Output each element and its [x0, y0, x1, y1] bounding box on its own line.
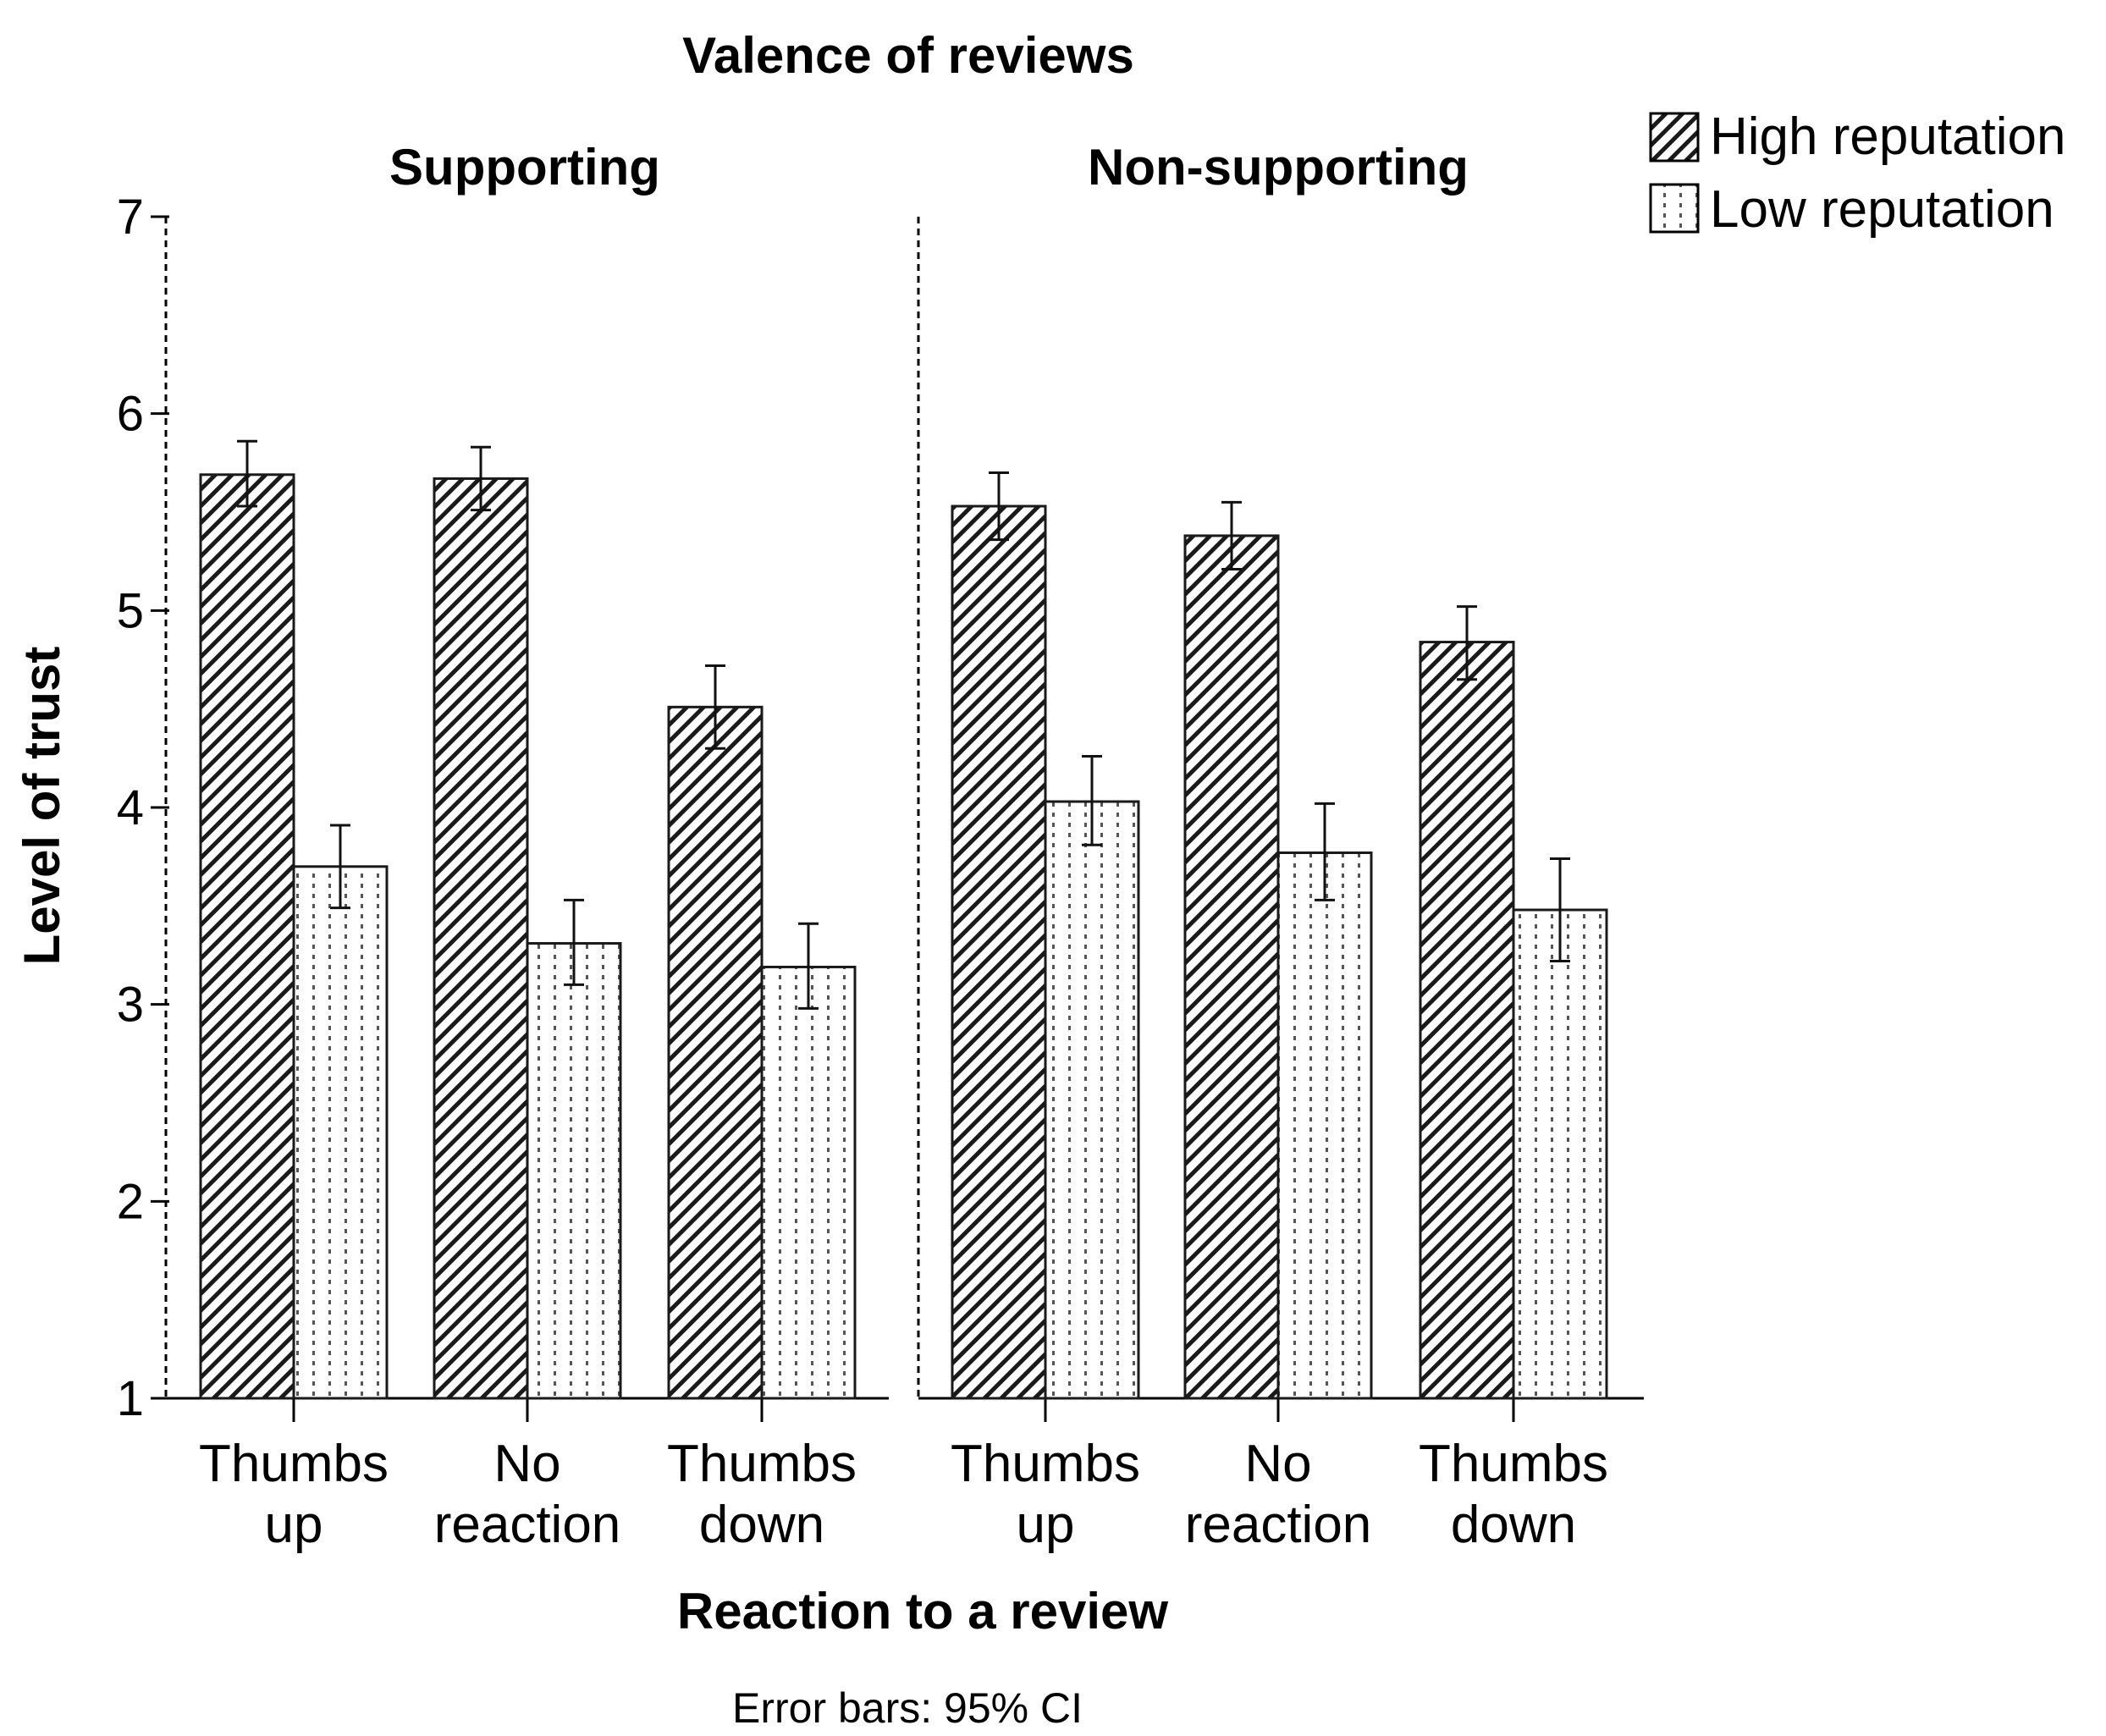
- y-tick-label: 5: [117, 583, 144, 638]
- x-category-label: No: [1244, 1435, 1311, 1493]
- x-axis-label: Reaction to a review: [677, 1583, 1169, 1640]
- legend-swatch-low-reputation: [1649, 183, 1700, 234]
- legend-label-high-reputation: High reputation: [1710, 107, 2066, 166]
- bar-low-reputation: [1512, 908, 1608, 1400]
- x-category-label: down: [699, 1496, 824, 1554]
- y-tick-label: 6: [117, 387, 144, 442]
- legend-label-low-reputation: Low reputation: [1710, 180, 2054, 239]
- x-category-label: No: [493, 1435, 560, 1493]
- bar-low-reputation: [526, 942, 622, 1400]
- bar-high-reputation: [951, 504, 1047, 1400]
- x-category-label: reaction: [434, 1496, 621, 1554]
- bar-high-reputation: [667, 705, 764, 1400]
- y-tick-label: 3: [117, 978, 144, 1033]
- bar-high-reputation: [1183, 534, 1280, 1400]
- y-tick-label: 2: [117, 1174, 144, 1229]
- error-bar-note: Error bars: 95% CI: [732, 1684, 1083, 1732]
- y-tick-label: 4: [117, 780, 144, 835]
- panel-title-non-supporting: Non-supporting: [1088, 139, 1469, 196]
- bar-low-reputation: [292, 865, 389, 1400]
- x-category-label: up: [265, 1496, 323, 1554]
- bar-low-reputation: [1044, 800, 1140, 1400]
- chart-title: Valence of reviews: [682, 27, 1134, 84]
- panel-title-supporting: Supporting: [389, 139, 660, 196]
- y-tick-label: 7: [117, 190, 144, 245]
- x-category-label: up: [1017, 1496, 1075, 1554]
- bar-high-reputation: [433, 477, 529, 1400]
- bar-high-reputation: [1419, 641, 1515, 1400]
- x-category-label: reaction: [1185, 1496, 1372, 1554]
- plot-area: 1234567ThumbsupNoreactionThumbsdownThumb…: [117, 190, 1644, 1554]
- x-category-label: down: [1451, 1496, 1576, 1554]
- y-axis-label: Level of trust: [14, 647, 70, 966]
- x-category-label: Thumbs: [1419, 1435, 1608, 1493]
- legend-swatch-high-reputation: [1649, 112, 1700, 163]
- y-tick-label: 1: [117, 1371, 144, 1426]
- legend: High reputation Low reputation: [1649, 107, 2066, 239]
- bar-high-reputation: [199, 473, 295, 1400]
- x-category-label: Thumbs: [199, 1435, 389, 1493]
- bar-low-reputation: [760, 965, 857, 1400]
- bar-low-reputation: [1276, 851, 1373, 1400]
- x-category-label: Thumbs: [667, 1435, 857, 1493]
- x-category-label: Thumbs: [951, 1435, 1140, 1493]
